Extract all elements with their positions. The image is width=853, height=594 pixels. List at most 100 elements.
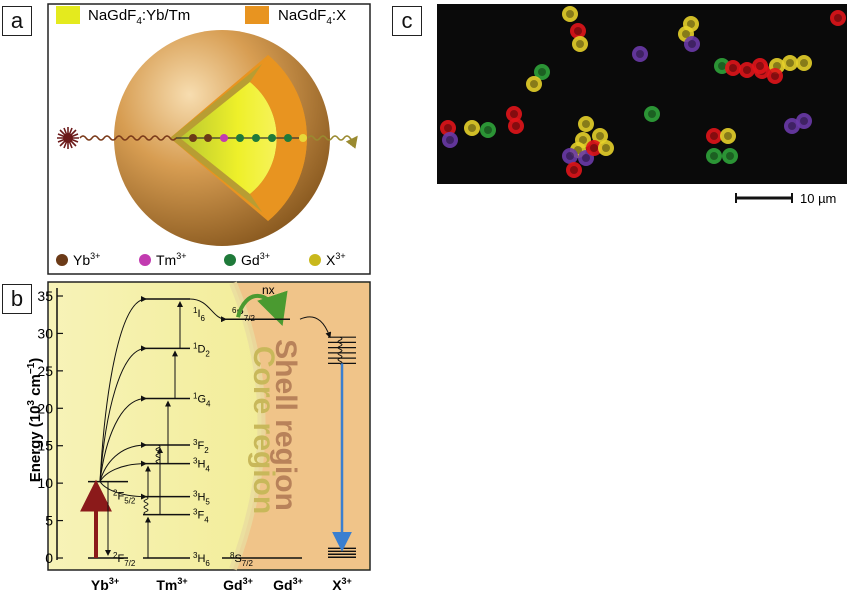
energy-axis-label: Energy (103 cm−1): [26, 358, 44, 483]
energy-transfer-curve: [99, 481, 147, 500]
ion-legend-dot-yb: [56, 254, 68, 266]
legend-core-label: NaGdF4:Yb/Tm: [88, 7, 190, 27]
nonradiative-relaxation: [337, 336, 343, 365]
particle-dot: [506, 106, 522, 122]
level-label-tm-3H4: 3H4: [193, 457, 210, 474]
particle-dot: [586, 140, 602, 156]
y-tick-label: 25: [37, 363, 53, 379]
level-label-yb-2F5/2: 2F5/2: [113, 489, 136, 506]
particle-dot: [752, 58, 768, 74]
particle-dot: [782, 55, 798, 71]
level-label-tm-3F4: 3F4: [193, 508, 209, 525]
ion-legend-label-x: X3+: [326, 251, 346, 268]
particle-dot: [706, 148, 722, 164]
column-label-1: Tm3+: [156, 576, 187, 593]
excitation-star-icon: [57, 127, 79, 149]
level-label-tm-3H5: 3H5: [193, 490, 210, 507]
ion-legend-label-gd: Gd3+: [241, 251, 270, 268]
level-label-tm-3F2: 3F2: [193, 438, 209, 455]
y-tick-label: 35: [37, 288, 53, 304]
column-label-3: Gd3+: [273, 576, 303, 593]
tm-to-gd-transfer: [189, 298, 227, 323]
microscopy-image: [437, 4, 847, 184]
transitions: [80, 290, 352, 558]
particle-dot: [767, 68, 783, 84]
energy-transfer-curve: [99, 296, 147, 482]
luminescent-particles: [440, 6, 846, 178]
panel-b-label: b: [2, 284, 32, 314]
nonradiative-relaxation: [155, 444, 161, 464]
y-tick-label: 10: [37, 475, 53, 491]
level-label-tm-3H6: 3H6: [193, 551, 210, 568]
particle-dot: [784, 118, 800, 134]
particle-dot: [722, 148, 738, 164]
particle-dot: [562, 6, 578, 22]
particle-dot: [644, 106, 660, 122]
energy-transfer-curve: [99, 460, 147, 482]
panel-c: 10 µm: [437, 4, 847, 206]
particle-dot: [796, 113, 812, 129]
ion-legend-dot-gd: [224, 254, 236, 266]
ion-legend-label-yb: Yb3+: [73, 251, 100, 268]
energy-transfer-curve: [99, 441, 147, 482]
nx-label: nx: [262, 283, 275, 297]
energy-transfer-curve: [99, 345, 147, 482]
level-label-tm-1D2: 1D2: [193, 341, 210, 358]
y-tick-label: 0: [45, 550, 53, 566]
y-tick-label: 15: [37, 438, 53, 454]
ion-chain: [189, 134, 307, 142]
ion-legend: Yb3+ Tm3+ Gd3+ X3+: [56, 251, 346, 268]
column-label-0: Yb3+: [91, 576, 119, 593]
particle-dot: [526, 76, 542, 92]
particle-dot: [632, 46, 648, 62]
level-label-gd-8S7/2: 8S7/2: [230, 551, 253, 568]
particle-dot: [598, 140, 614, 156]
ion-legend-dot-x: [309, 254, 321, 266]
particle-dot: [706, 128, 722, 144]
particle-dot: [464, 120, 480, 136]
shell-region-bg: [233, 283, 369, 569]
ion-legend-label-tm: Tm3+: [156, 251, 186, 268]
particle-dot: [480, 122, 496, 138]
core-region-label: Core region: [247, 346, 280, 514]
gd-migration-arrow: [236, 290, 288, 327]
particle-dot: [739, 62, 755, 78]
scale-bar-label: 10 µm: [800, 191, 836, 206]
particle-dot: [440, 120, 456, 136]
level-label-tm-1G4: 1G4: [193, 392, 211, 409]
energy-level-labels: 2F7/22F5/23H63F43H53H43F21G41D21I68S7/26…: [113, 306, 255, 568]
ion-legend-dot-tm: [139, 254, 151, 266]
column-label-4: X3+: [332, 576, 352, 593]
particle-dot: [578, 116, 594, 132]
particle-dot: [725, 60, 741, 76]
particle-dot: [592, 128, 608, 144]
gd-to-x-transfer: [299, 316, 332, 339]
particle-dot: [570, 23, 586, 39]
panel-c-label: c: [392, 6, 422, 36]
particle-dot: [796, 55, 812, 71]
ion-column-labels: Yb3+ Tm3+ Gd3+ Gd3+ X3+: [91, 576, 352, 593]
particle-dot: [534, 64, 550, 80]
incoming-wave: [79, 135, 177, 141]
shell-region-label: Shell region: [269, 339, 302, 511]
energy-axis: 0 5 10 15 20 25 30 35: [37, 288, 63, 566]
energy-levels: [88, 298, 356, 559]
particle-dot: [830, 10, 846, 26]
particle-dot: [442, 132, 458, 148]
panel-a-label: a: [2, 6, 32, 36]
level-label-yb-2F7/2: 2F7/2: [113, 551, 136, 568]
energy-transfer-curve: [99, 395, 147, 482]
particle-dot: [684, 36, 700, 52]
y-tick-label: 20: [37, 400, 53, 416]
particle-dot: [562, 148, 578, 164]
panel-b: Core region Shell region 05101520253035 …: [26, 281, 371, 593]
level-label-tm-1I6: 1I6: [193, 306, 206, 323]
legend-shell-swatch: [245, 6, 269, 24]
panel-a: NaGdF4:Yb/Tm NaGdF4:X: [47, 3, 371, 275]
particle-dot: [572, 36, 588, 52]
outgoing-wave: [307, 135, 358, 149]
y-tick-label: 30: [37, 325, 53, 341]
particle-dot: [720, 128, 736, 144]
particle-dot: [566, 162, 582, 178]
